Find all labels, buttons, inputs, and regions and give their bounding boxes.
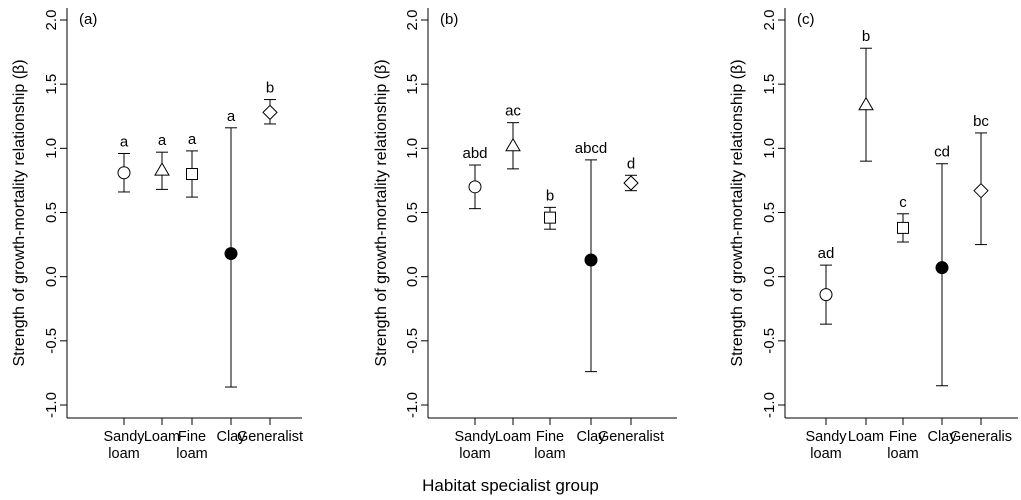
y-tick-label: -1.0: [761, 392, 778, 418]
x-tick-label: Sandy: [103, 429, 145, 445]
x-tick-label: Fine: [536, 429, 564, 445]
significance-letter: d: [627, 155, 635, 172]
significance-letter: cd: [934, 144, 950, 161]
x-tick-label: Loam: [495, 429, 531, 445]
x-tick-label: Generalist: [237, 429, 303, 445]
data-point-diamond: [262, 104, 278, 121]
data-point-diamond: [973, 182, 989, 199]
chart-panel-2: (b) -1.0 -0.5 0.0 0.5 1.0 1.5 2.0 Strength of gr…: [373, 8, 677, 462]
y-tick-label: 1.5: [43, 74, 60, 95]
y-tick-label: 0.0: [43, 266, 60, 287]
x-tick-label: Clay: [576, 429, 606, 445]
significance-letter: a: [120, 133, 129, 150]
y-tick-label: 2.0: [761, 10, 778, 31]
x-tick-label: Loam: [848, 429, 884, 445]
data-point-circle: [468, 180, 482, 194]
significance-letter: b: [546, 187, 554, 204]
y-tick-label: 0.0: [404, 266, 421, 287]
y-tick-label: 1.0: [404, 138, 421, 159]
x-tick-label: loam: [176, 446, 207, 462]
x-tick-label: Sandy: [805, 429, 847, 445]
data-point-square: [544, 211, 556, 224]
y-axis-title: Strength of growth-mortality relationshi…: [11, 59, 28, 366]
y-tick-label: 2.0: [43, 10, 60, 31]
data-point-triangle: [858, 96, 874, 111]
data-point-circle: [819, 288, 833, 302]
x-tick-label: loam: [459, 446, 490, 462]
significance-letter: a: [188, 131, 197, 148]
y-tick-label: 1.5: [404, 74, 421, 95]
y-tick-label: -1.0: [43, 392, 60, 418]
x-tick-label: Loam: [144, 429, 180, 445]
y-tick-label: 1.5: [761, 74, 778, 95]
data-point-filled-circle: [224, 247, 238, 261]
x-tick-label: loam: [534, 446, 565, 462]
y-tick-label: -1.0: [404, 392, 421, 418]
data-point-circle: [117, 166, 131, 180]
y-tick-label: -0.5: [404, 328, 421, 354]
data-point-filled-circle: [584, 253, 598, 267]
x-tick-label: loam: [887, 446, 918, 462]
data-point-triangle: [154, 162, 170, 176]
significance-letter: abd: [462, 145, 487, 162]
significance-letter: abcd: [575, 140, 608, 157]
y-tick-label: -0.5: [761, 328, 778, 354]
x-tick-label: Fine: [889, 429, 917, 445]
panel-label: (a): [79, 11, 97, 28]
x-tick-label: Clay: [927, 429, 957, 445]
significance-letter: a: [227, 108, 236, 125]
significance-letter: a: [158, 132, 167, 149]
x-tick-label: loam: [810, 446, 841, 462]
y-tick-label: 0.5: [404, 202, 421, 223]
x-tick-label: Generalist: [598, 429, 664, 445]
chart-panel-1: (a) -1.0 -0.5 0.0 0.5 1.0 1.5 2.0 Strength of gr…: [11, 8, 303, 462]
significance-letter: ac: [505, 103, 521, 120]
significance-letter: c: [899, 194, 907, 211]
panel-label: (c): [797, 11, 815, 28]
y-tick-label: 1.0: [43, 138, 60, 159]
x-tick-label: Fine: [178, 429, 206, 445]
data-point-diamond: [623, 175, 639, 191]
significance-letter: ad: [818, 245, 835, 262]
y-axis-title: Strength of growth-mortality relationshi…: [729, 59, 746, 366]
x-tick-label: Sandy: [454, 429, 496, 445]
data-point-square: [186, 168, 198, 180]
significance-letter: b: [266, 80, 274, 97]
y-tick-label: 2.0: [404, 10, 421, 31]
data-point-square: [897, 221, 909, 234]
y-tick-label: 0.5: [43, 202, 60, 223]
significance-letter: bc: [973, 113, 989, 130]
panel-label: (b): [440, 11, 458, 28]
x-axis-title: Habitat specialist group: [422, 476, 599, 495]
y-axis-title: Strength of growth-mortality relationshi…: [373, 59, 390, 366]
x-tick-label: loam: [108, 446, 139, 462]
x-tick-label: Clay: [216, 429, 246, 445]
y-tick-label: 0.0: [761, 266, 778, 287]
y-tick-label: -0.5: [43, 328, 60, 354]
data-point-filled-circle: [935, 261, 949, 275]
y-tick-label: 0.5: [761, 202, 778, 223]
significance-letter: b: [862, 28, 870, 45]
x-tick-label: Generalis: [950, 429, 1012, 445]
y-tick-label: 1.0: [761, 138, 778, 159]
chart-panel-3: (c) -1.0 -0.5 0.0 0.5 1.0 1.5 2.0 Strength of gr…: [729, 8, 1018, 462]
data-point-triangle: [505, 137, 521, 152]
